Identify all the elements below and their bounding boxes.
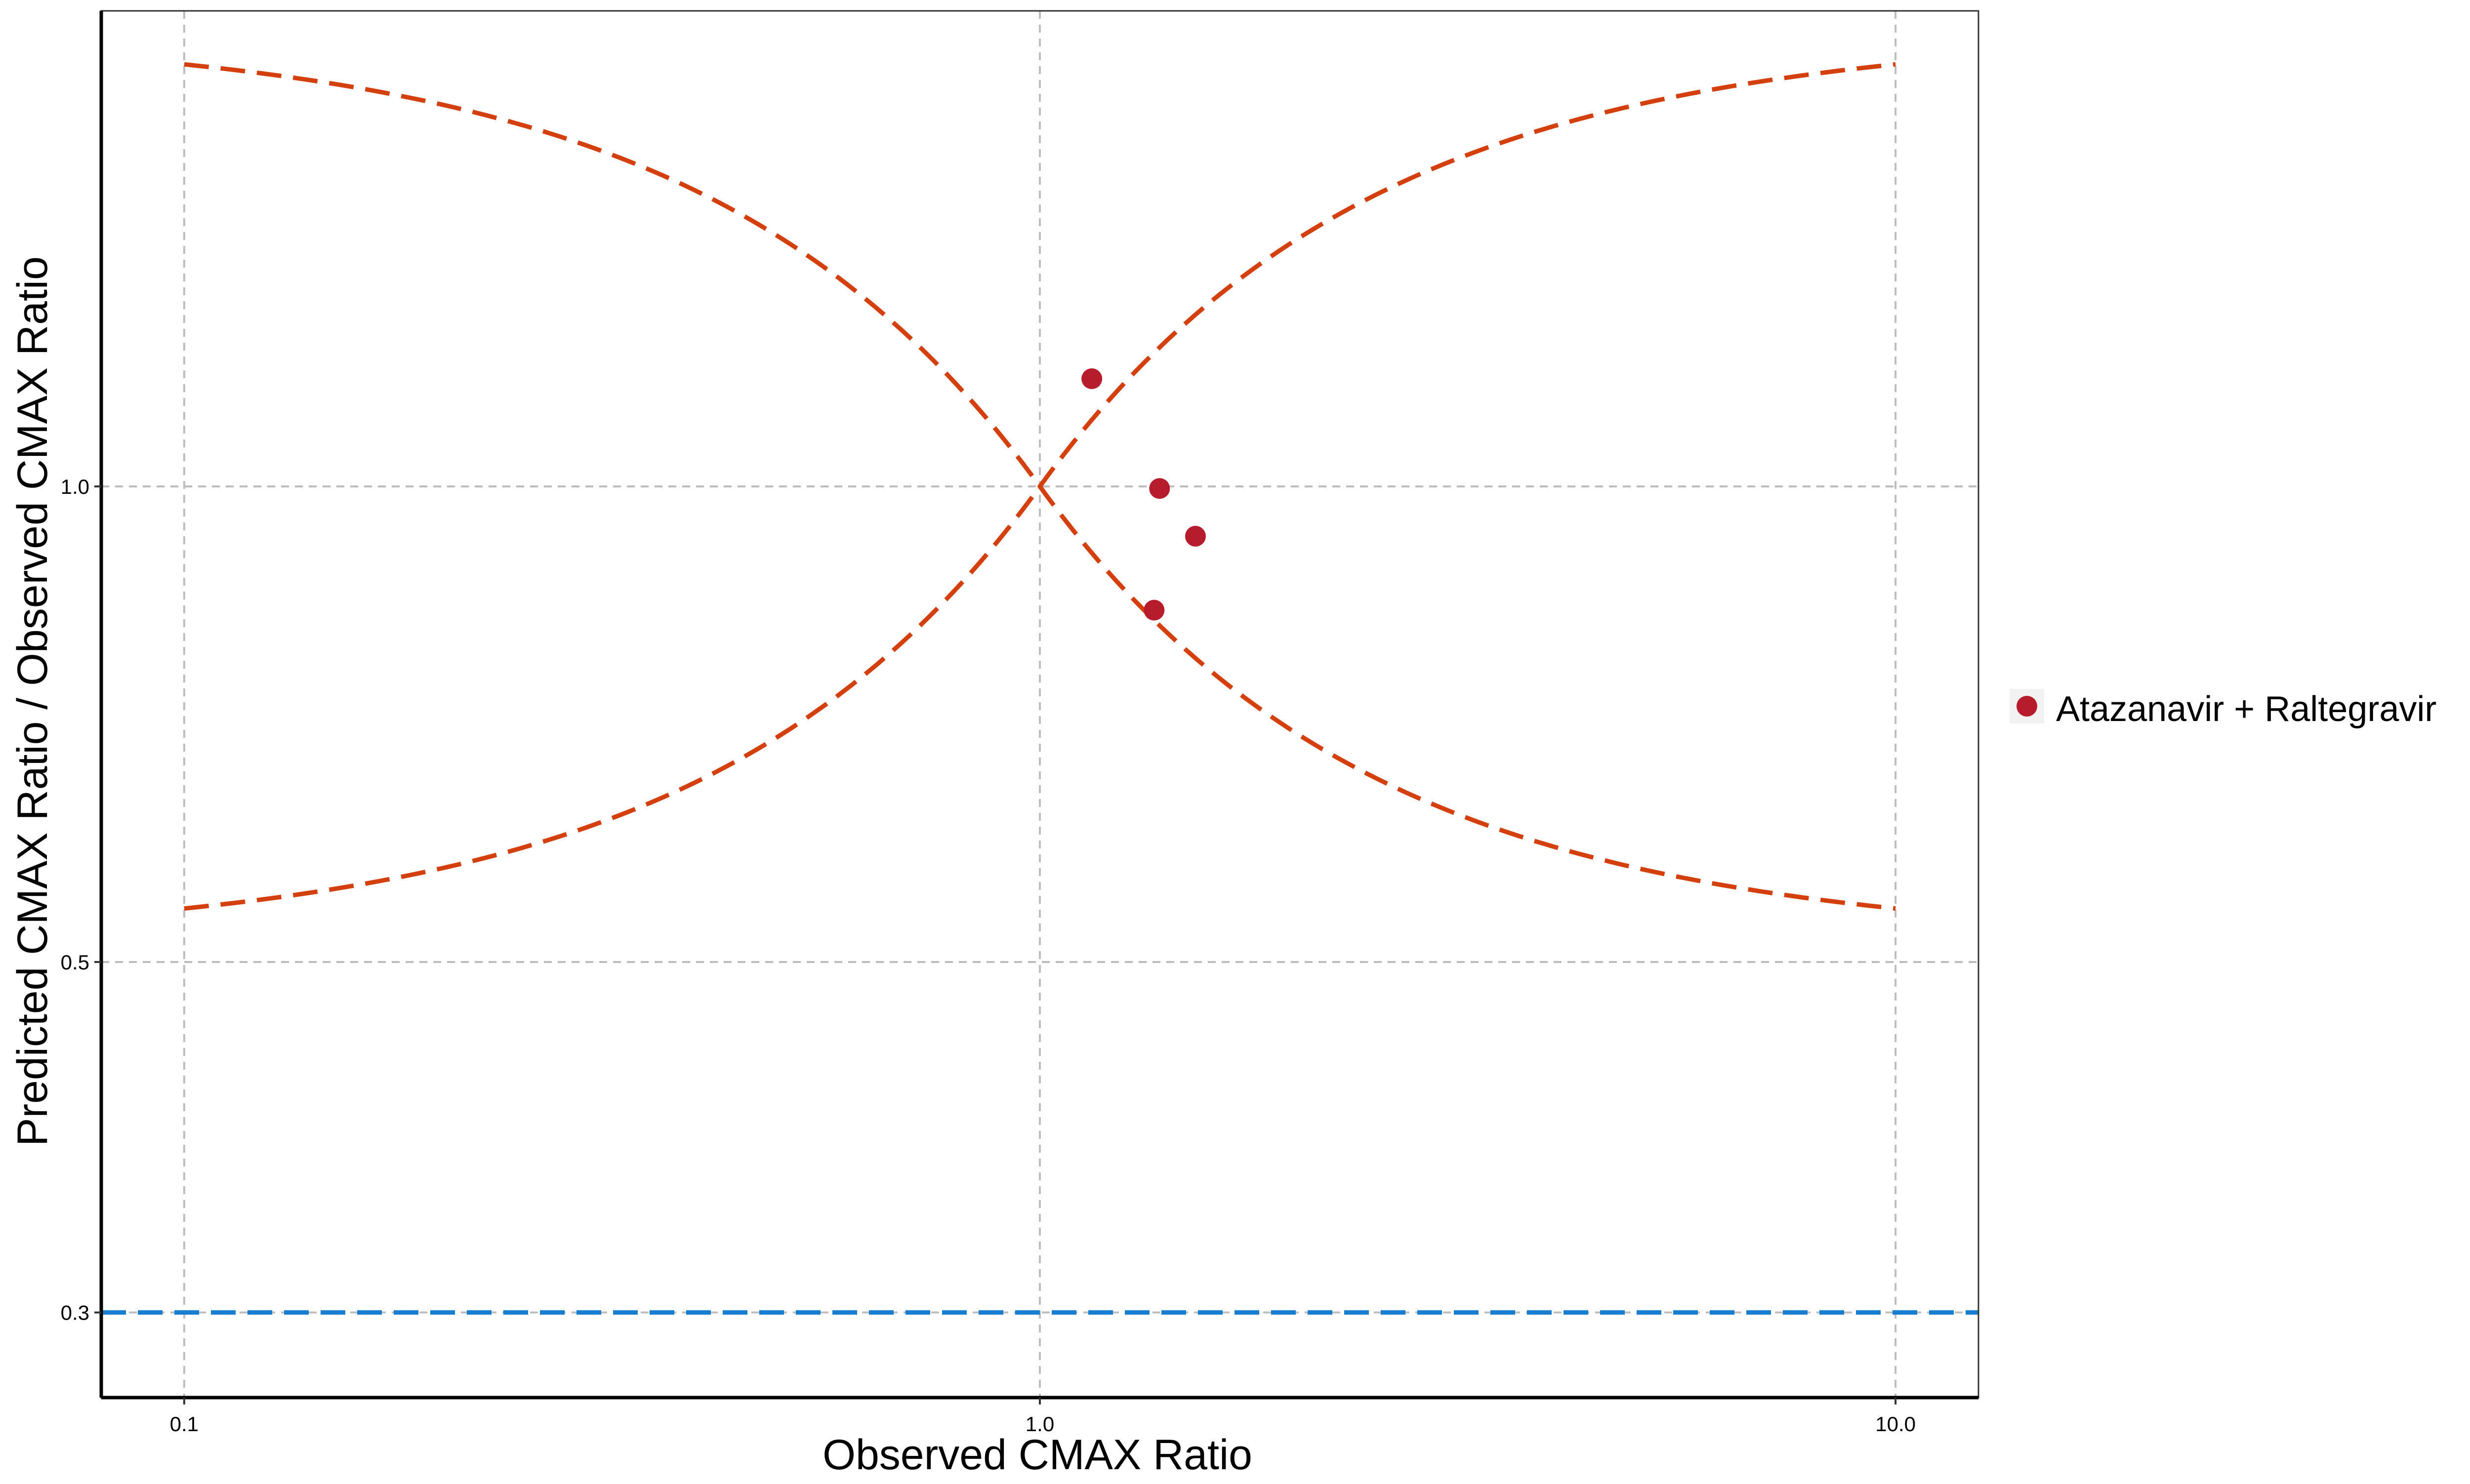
y-tick-label: 1.0 <box>61 475 89 498</box>
x-tick-label: 10.0 <box>1875 1412 1916 1436</box>
legend: Atazanavir + Raltegravir <box>2010 689 2436 729</box>
y-tick-label: 0.5 <box>61 951 89 974</box>
grid-layer <box>101 11 1978 1398</box>
x-tick-label: 0.1 <box>170 1412 199 1436</box>
data-point <box>1144 600 1165 621</box>
reference-curves <box>101 62 1978 1315</box>
x-tick-label: 1.0 <box>1026 1412 1054 1436</box>
x-axis-label: Observed CMAX Ratio <box>823 1431 1252 1479</box>
legend-marker <box>2017 696 2037 717</box>
legend-label: Atazanavir + Raltegravir <box>2056 689 2436 729</box>
y-tick-label: 0.3 <box>61 1301 89 1324</box>
data-point <box>1149 478 1170 499</box>
y-axis-label: Predicted CMAX Ratio / Observed CMAX Rat… <box>9 256 56 1146</box>
lower-limit-curve <box>184 482 1896 911</box>
axes <box>94 10 1979 1404</box>
data-point <box>1185 525 1206 547</box>
data-point <box>1081 368 1103 389</box>
tick-labels: 0.1 1.0 10.0 0.3 0.5 1.0 <box>61 475 1916 1436</box>
data-points <box>1081 368 1206 621</box>
